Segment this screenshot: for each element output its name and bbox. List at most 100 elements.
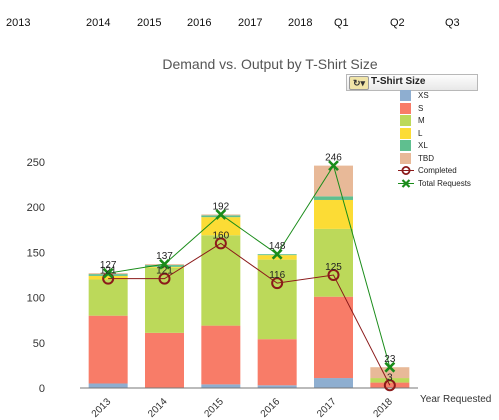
point-completed[interactable] xyxy=(214,237,227,250)
data-label-total-requests: 246 xyxy=(325,153,342,164)
filter-item-2017[interactable]: 2017 xyxy=(238,17,263,29)
legend-label: XS xyxy=(418,91,429,100)
filter-bar: 2013 2014 2015 2016 2017 2018 Q1 Q2 Q3 xyxy=(0,0,499,48)
filter-item-2016[interactable]: 2016 xyxy=(187,17,212,29)
y-tick-label: 150 xyxy=(27,247,45,259)
bar-segment-l[interactable] xyxy=(145,266,184,268)
legend-swatch xyxy=(400,127,411,139)
point-total-requests[interactable] xyxy=(215,209,227,220)
filter-item-2014[interactable]: 2014 xyxy=(86,17,111,29)
legend-swatch xyxy=(400,152,411,164)
y-tick-label: 0 xyxy=(39,383,45,395)
data-label-total-requests: 137 xyxy=(156,251,173,262)
legend-item-m[interactable]: M xyxy=(398,115,471,128)
bar-segment-s[interactable] xyxy=(314,296,353,379)
legend-title: T-Shirt Size xyxy=(371,76,426,87)
bar-segment-m[interactable] xyxy=(145,267,184,333)
bar-segment-xs[interactable] xyxy=(201,384,241,388)
legend-label: TBD xyxy=(418,153,434,163)
legend-x-marker-icon xyxy=(398,178,414,188)
x-tick-label: 2015 xyxy=(202,396,226,420)
bar-segment-m[interactable] xyxy=(88,279,128,316)
filter-item-q2[interactable]: Q2 xyxy=(390,17,405,29)
filter-item-q1[interactable]: Q1 xyxy=(334,17,349,29)
cycle-group-icon[interactable]: ↻▾ xyxy=(349,76,369,90)
bar-segment-s[interactable] xyxy=(257,339,297,386)
data-label-completed: 125 xyxy=(325,262,342,273)
point-completed[interactable] xyxy=(271,277,284,290)
bar-segment-tbd[interactable] xyxy=(370,367,410,379)
legend-item-completed[interactable]: Completed xyxy=(398,165,471,178)
data-label-total-requests: 148 xyxy=(269,241,286,252)
legend-label: XL xyxy=(418,141,428,150)
bar-segment-xs[interactable] xyxy=(88,383,128,388)
point-completed[interactable] xyxy=(383,379,396,392)
x-axis-title: Year Requested xyxy=(420,394,491,405)
legend-label: M xyxy=(418,116,425,125)
legend-header[interactable]: ↻▾ T-Shirt Size xyxy=(346,74,478,91)
legend-label: L xyxy=(418,128,423,138)
chart-title: Demand vs. Output by T-Shirt Size xyxy=(162,56,378,72)
bar-segment-l[interactable] xyxy=(257,255,297,260)
legend-item-tbd[interactable]: TBD xyxy=(398,152,471,166)
legend-item-xs[interactable]: XS xyxy=(398,90,471,103)
data-label-completed: 3 xyxy=(387,372,393,383)
line-completed xyxy=(108,242,391,386)
point-completed[interactable] xyxy=(158,272,171,285)
legend-label: S xyxy=(418,103,424,113)
legend-swatch xyxy=(400,140,411,151)
point-total-requests[interactable] xyxy=(102,267,114,279)
data-label-total-requests: 23 xyxy=(384,354,396,365)
bar-segment-l[interactable] xyxy=(88,275,128,280)
point-total-requests[interactable] xyxy=(328,160,339,172)
filter-item-2013[interactable]: 2013 xyxy=(6,17,31,29)
y-tick-label: 250 xyxy=(27,157,45,169)
point-total-requests[interactable] xyxy=(159,258,170,270)
filter-item-2018[interactable]: 2018 xyxy=(288,17,313,29)
point-total-requests[interactable] xyxy=(271,248,283,260)
x-tick-label: 2013 xyxy=(90,396,114,420)
bar-segment-xs[interactable] xyxy=(257,385,297,388)
bar-segment-xs[interactable] xyxy=(314,378,353,388)
legend-swatch xyxy=(400,102,411,114)
filter-item-q3[interactable]: Q3 xyxy=(445,17,460,29)
y-tick-label: 200 xyxy=(27,202,45,214)
data-label-completed: 121 xyxy=(100,266,117,277)
legend-label: Completed xyxy=(418,166,457,175)
data-label-completed: 116 xyxy=(269,270,285,281)
line-total-requests xyxy=(108,164,391,368)
legend-item-l[interactable]: L xyxy=(398,127,471,141)
legend-label: Total Requests xyxy=(418,178,471,188)
x-tick-label: 2017 xyxy=(315,396,339,420)
legend-item-xl[interactable]: XL xyxy=(398,140,471,153)
point-completed[interactable] xyxy=(327,269,340,281)
bar-segment-m[interactable] xyxy=(201,235,241,326)
x-tick-label: 2014 xyxy=(146,396,170,420)
legend-swatch xyxy=(400,115,411,126)
bar-segment-s[interactable] xyxy=(88,315,128,384)
bar-segment-xl[interactable] xyxy=(314,196,353,200)
filter-item-2015[interactable]: 2015 xyxy=(137,17,162,29)
legend-swatch xyxy=(400,90,411,101)
legend: XS S M L XL TBD Completed Total Requests xyxy=(398,90,471,190)
y-tick-label: 100 xyxy=(27,293,45,305)
bar-segment-s[interactable] xyxy=(145,332,184,388)
legend-circle-marker-icon xyxy=(398,166,414,175)
bar-segment-l[interactable] xyxy=(314,199,353,229)
bar-segment-m[interactable] xyxy=(257,259,297,340)
bar-segment-s[interactable] xyxy=(201,325,241,385)
y-tick-label: 50 xyxy=(33,338,45,350)
legend-item-total-requests[interactable]: Total Requests xyxy=(398,178,471,191)
x-tick-label: 2016 xyxy=(259,396,283,420)
data-label-total-requests: 192 xyxy=(212,201,229,212)
bar-segment-m[interactable] xyxy=(314,228,353,297)
legend-item-s[interactable]: S xyxy=(398,102,471,116)
data-label-completed: 121 xyxy=(156,266,173,277)
point-total-requests[interactable] xyxy=(384,361,396,373)
bar-segment-tbd[interactable] xyxy=(314,165,353,197)
data-label-completed: 160 xyxy=(212,230,229,241)
data-label-total-requests: 127 xyxy=(100,260,117,271)
x-tick-label: 2018 xyxy=(371,396,395,420)
